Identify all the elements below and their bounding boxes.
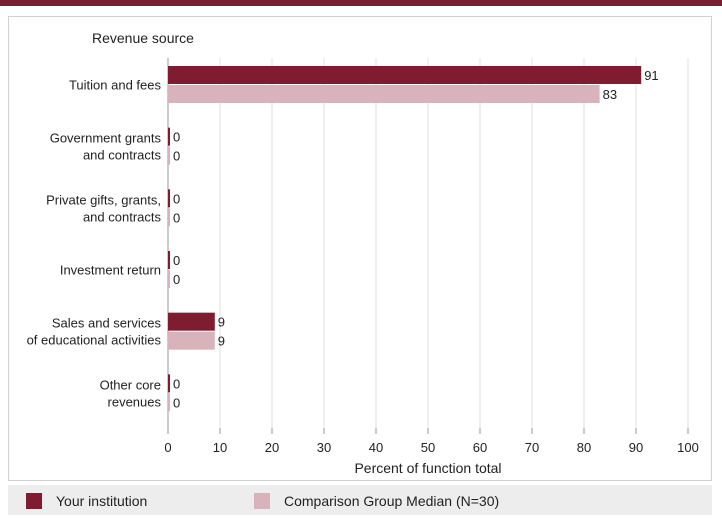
category-label: revenues	[108, 394, 162, 409]
category-label: Sales and services	[52, 316, 162, 331]
data-label: 0	[173, 376, 180, 391]
data-label: 0	[173, 149, 180, 164]
bar	[168, 312, 215, 331]
x-tick-label: 70	[525, 440, 539, 455]
x-tick-label: 0	[164, 440, 171, 455]
data-label: 0	[173, 253, 180, 268]
category-label: Investment return	[60, 263, 161, 278]
data-label: 9	[218, 334, 225, 349]
bar	[168, 251, 170, 269]
legend-swatch-your-institution	[26, 493, 42, 509]
x-tick-label: 100	[677, 440, 699, 455]
category-label: of educational activities	[27, 333, 162, 348]
data-label: 0	[173, 210, 180, 225]
legend-label-your-institution: Your institution	[56, 493, 148, 509]
data-label: 83	[603, 87, 617, 102]
category-label: Tuition and fees	[69, 78, 162, 93]
bar	[168, 146, 170, 165]
category-label: and contracts	[83, 209, 162, 224]
bar	[168, 208, 170, 227]
x-tick-label: 40	[369, 440, 383, 455]
data-label: 0	[173, 130, 180, 145]
bar	[168, 331, 215, 350]
data-label: 0	[173, 191, 180, 206]
bar	[168, 393, 170, 412]
bar	[168, 270, 170, 288]
category-label: and contracts	[83, 148, 162, 163]
bar	[168, 189, 170, 208]
category-label: Other core	[100, 377, 161, 392]
x-axis-title: Percent of function total	[354, 460, 501, 476]
chart-panel: Revenue source 0 10 20 30 40 50 60 70 80 90 100 Perc…	[8, 16, 712, 481]
x-tick-label: 80	[577, 440, 591, 455]
category-label: Government grants	[50, 131, 162, 146]
x-tick-label: 10	[213, 440, 227, 455]
x-tick-label: 30	[317, 440, 331, 455]
legend-swatch-comparison-median	[254, 493, 270, 509]
category-axis-title: Revenue source	[92, 30, 194, 46]
x-tick-label: 90	[629, 440, 643, 455]
data-label: 91	[644, 68, 658, 83]
bar	[168, 374, 170, 393]
category-label: Private gifts, grants,	[46, 192, 161, 207]
legend-item-comparison-median: Comparison Group Median (N=30)	[254, 493, 499, 509]
data-label: 0	[173, 272, 180, 287]
legend: Your institution Comparison Group Median…	[8, 485, 712, 515]
header-rule	[0, 0, 722, 6]
bar	[168, 85, 600, 103]
bar	[168, 127, 170, 146]
x-tick-label: 50	[421, 440, 435, 455]
legend-label-comparison-median: Comparison Group Median (N=30)	[284, 493, 500, 509]
x-tick-label: 60	[473, 440, 487, 455]
data-label: 0	[173, 395, 180, 410]
bar	[168, 66, 642, 84]
legend-item-your-institution: Your institution	[26, 493, 147, 509]
x-tick-label: 20	[265, 440, 279, 455]
data-label: 9	[218, 315, 225, 330]
